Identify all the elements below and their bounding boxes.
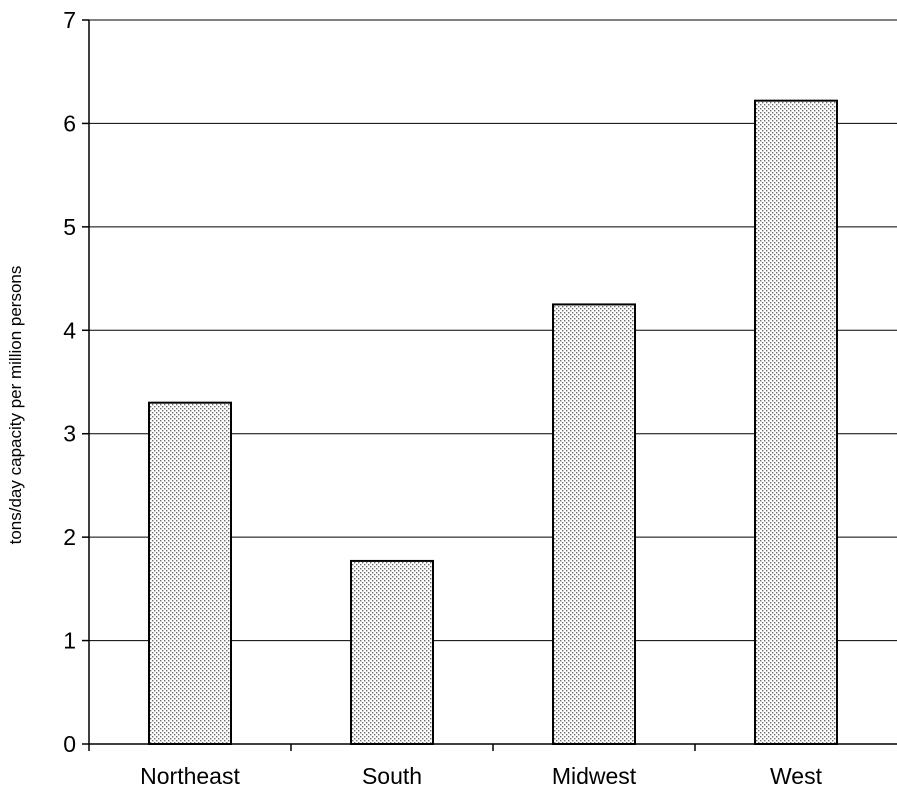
y-axis-tick-labels: 0 1 2 3 4 5 6 7 bbox=[63, 7, 76, 757]
bar-northeast bbox=[148, 401, 232, 745]
y-tick-label: 3 bbox=[63, 421, 76, 447]
y-tick-label: 7 bbox=[63, 7, 76, 33]
bars bbox=[148, 99, 838, 746]
y-axis-title: tons/day capacity per million persons bbox=[6, 266, 25, 545]
x-tick-label: Midwest bbox=[552, 763, 637, 789]
bar-south bbox=[350, 559, 434, 746]
y-tick-label: 1 bbox=[63, 628, 76, 654]
x-axis-tick-labels: Northeast South Midwest West bbox=[140, 763, 822, 789]
x-tick-label: West bbox=[770, 763, 823, 789]
bar-midwest bbox=[552, 303, 636, 745]
bar-west bbox=[754, 99, 838, 746]
y-tick-label: 6 bbox=[63, 110, 76, 136]
y-tick-label: 4 bbox=[63, 317, 76, 343]
axes bbox=[82, 19, 897, 751]
y-tick-label: 5 bbox=[63, 214, 76, 240]
y-tick-label: 2 bbox=[63, 524, 76, 550]
x-tick-label: South bbox=[362, 763, 422, 789]
x-tick-label: Northeast bbox=[140, 763, 240, 789]
y-tick-label: 0 bbox=[63, 731, 76, 757]
